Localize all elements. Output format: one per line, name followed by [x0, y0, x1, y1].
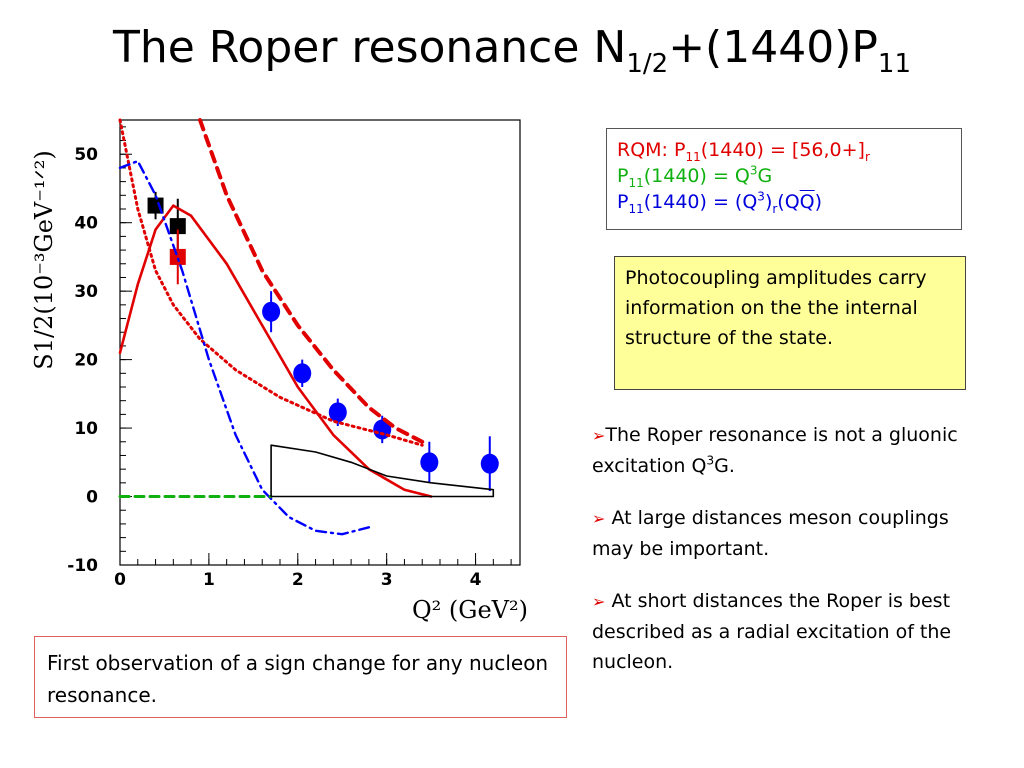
data-point-circle — [293, 363, 312, 384]
plot-frame — [119, 119, 521, 566]
data-point-circle — [328, 402, 347, 423]
x-tick-label: 3 — [381, 570, 393, 590]
y-axis-label: S1/2(10⁻³GeV⁻¹ᐟ²) — [30, 150, 58, 369]
curve-black-band — [270, 444, 495, 498]
slide-title: The Roper resonance N1/2+(1440)P11 — [112, 22, 911, 79]
bullet-item-1: ➢The Roper resonance is not a gluonic ex… — [592, 424, 958, 477]
x-tick-label: 0 — [114, 570, 126, 590]
data-point-square — [169, 248, 186, 265]
curve-blue-dash-dot — [118, 159, 371, 536]
bullet-item-3: ➢ At short distances the Roper is best d… — [592, 590, 952, 673]
bullet-list: ➢The Roper resonance is not a gluonic ex… — [592, 420, 992, 699]
curve-red-solid — [118, 204, 433, 498]
first-observation-box: First observation of a sign change for a… — [34, 636, 567, 718]
x-tick-label: 1 — [203, 570, 215, 590]
y-tick-label: 30 — [74, 282, 98, 302]
curve-red-dotted — [118, 118, 424, 447]
data-point-circle — [480, 453, 499, 474]
arrow-bullet-icon: ➢ — [592, 592, 606, 611]
roper-chart: 0 1 2 3 4 -10 0 10 20 30 40 50 Q² (GeV²) S1/2(10⁻³GeV… — [30, 118, 528, 624]
rqm-box: RQM: P11(1440) = [56,0+]r P11(1440) = Q3… — [606, 128, 962, 230]
photocoupling-note: Photocoupling amplitudes carry informati… — [614, 256, 966, 390]
y-tick-label: 50 — [74, 145, 98, 165]
x-axis-label: Q² (GeV²) — [412, 596, 528, 624]
y-tick-label: 20 — [74, 351, 98, 371]
arrow-bullet-icon: ➢ — [592, 426, 606, 445]
arrow-bullet-icon: ➢ — [592, 509, 606, 528]
y-tick-label: 40 — [74, 214, 98, 234]
curve-red-dashed — [198, 118, 425, 444]
bullet-item-2: ➢ At large distances meson couplings may… — [592, 507, 949, 560]
y-tick-label: 10 — [74, 419, 98, 439]
y-tick-label: -10 — [67, 556, 98, 576]
x-tick-label: 2 — [292, 570, 304, 590]
y-tick-label: 0 — [86, 488, 98, 508]
x-tick-label: 4 — [470, 570, 482, 590]
rqm-line-3: P11(1440) = (Q3)r(QQ) — [617, 189, 823, 216]
data-point-circle — [420, 452, 439, 473]
data-point-square — [169, 218, 186, 235]
data-point-circle — [262, 301, 281, 322]
rqm-line-1: RQM: P11(1440) = [56,0+]r — [617, 139, 870, 164]
rqm-line-2: P11(1440) = Q3G — [617, 163, 773, 190]
